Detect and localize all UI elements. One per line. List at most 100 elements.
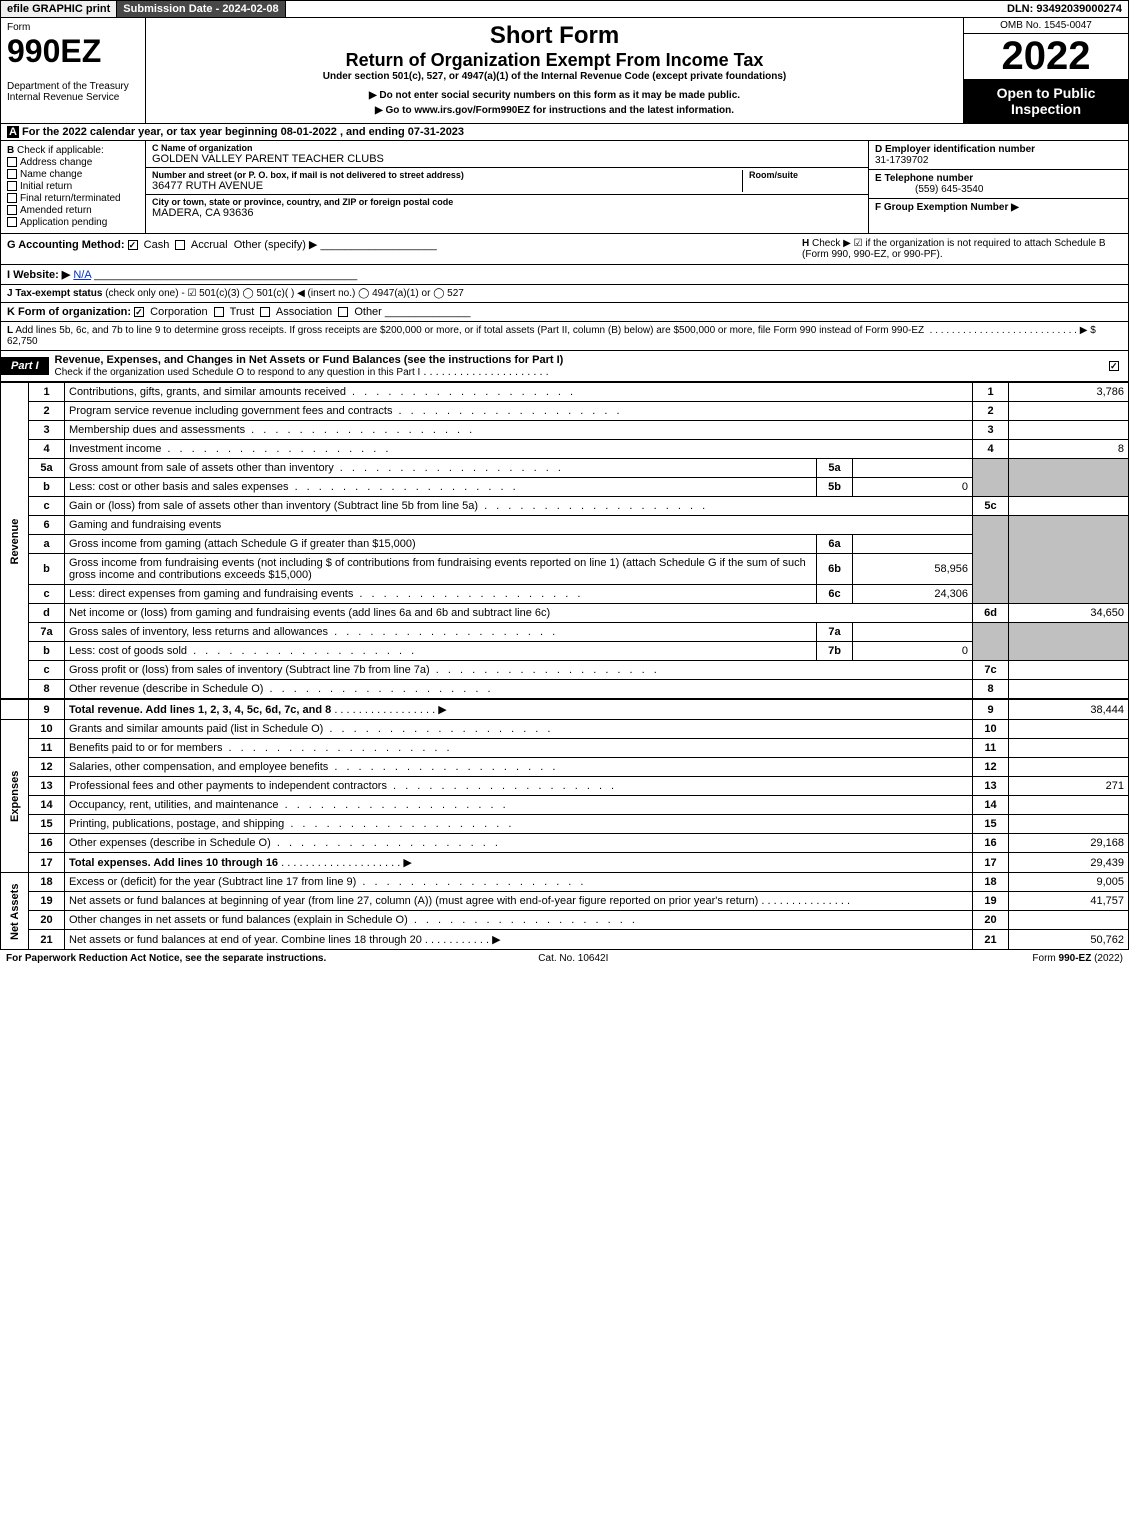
line-16-val: 29,168 — [1009, 834, 1129, 853]
line-6b-subval: 58,956 — [853, 554, 973, 585]
line-19-resid: 19 — [973, 892, 1009, 911]
line-13-desc: Professional fees and other payments to … — [69, 780, 617, 792]
line-7a-subid: 7a — [817, 623, 853, 642]
dln: DLN: 93492039000274 — [1001, 1, 1128, 17]
line-11-resid: 11 — [973, 739, 1009, 758]
opt-cash: Cash — [144, 239, 170, 251]
line-7a-subval — [853, 623, 973, 642]
website-value[interactable]: N/A — [73, 269, 91, 281]
submission-date: Submission Date - 2024-02-08 — [117, 1, 285, 17]
line-7c-desc: Gross profit or (loss) from sales of inv… — [69, 664, 660, 676]
line-8-desc: Other revenue (describe in Schedule O) — [69, 683, 494, 695]
line-7b-subval: 0 — [853, 642, 973, 661]
c-name-label: C Name of organization — [152, 143, 862, 153]
line-21-desc: Net assets or fund balances at end of ye… — [69, 934, 422, 946]
line-20-resid: 20 — [973, 911, 1009, 930]
checkbox-other-org[interactable] — [338, 307, 348, 317]
checkbox-application-pending[interactable] — [7, 217, 17, 227]
expenses-side-label: Expenses — [1, 720, 29, 873]
footer-cat-no: Cat. No. 10642I — [538, 953, 608, 964]
opt-final-return: Final return/terminated — [20, 193, 121, 204]
line-4-desc: Investment income — [69, 443, 391, 455]
checkbox-address-change[interactable] — [7, 157, 17, 167]
line-15-desc: Printing, publications, postage, and shi… — [69, 818, 514, 830]
form-label: Form — [7, 22, 30, 33]
goto-link[interactable]: Go to www.irs.gov/Form990EZ for instruct… — [152, 105, 957, 116]
line-4-val: 8 — [1009, 440, 1129, 459]
opt-initial-return: Initial return — [20, 181, 72, 192]
checkbox-final-return[interactable] — [7, 193, 17, 203]
f-label: F Group Exemption Number ▶ — [875, 202, 1019, 213]
line-2-val — [1009, 402, 1129, 421]
row-j: J Tax-exempt status (check only one) - ☑… — [0, 285, 1129, 303]
row-k: K Form of organization: Corporation Trus… — [0, 303, 1129, 322]
line-6c-subid: 6c — [817, 585, 853, 604]
form-header: Form 990EZ Department of the Treasury In… — [0, 18, 1129, 124]
line-15-val — [1009, 815, 1129, 834]
line-5b-subid: 5b — [817, 478, 853, 497]
line-5b-desc: Less: cost or other basis and sales expe… — [69, 481, 519, 493]
checkbox-association[interactable] — [260, 307, 270, 317]
line-2-resid: 2 — [973, 402, 1009, 421]
open-public-inspection: Open to Public Inspection — [964, 79, 1128, 123]
line-16-resid: 16 — [973, 834, 1009, 853]
checkbox-schedule-o[interactable] — [1109, 361, 1119, 371]
checkbox-trust[interactable] — [214, 307, 224, 317]
org-city: MADERA, CA 93636 — [152, 207, 862, 219]
header-left: Form 990EZ Department of the Treasury In… — [1, 18, 146, 123]
line-16-desc: Other expenses (describe in Schedule O) — [69, 837, 501, 849]
line-14-val — [1009, 796, 1129, 815]
g-label: G Accounting Method: — [7, 239, 125, 251]
line-7a-desc: Gross sales of inventory, less returns a… — [69, 626, 558, 638]
line-17-val: 29,439 — [1009, 853, 1129, 873]
line-10-desc: Grants and similar amounts paid (list in… — [69, 723, 553, 735]
line-14-desc: Occupancy, rent, utilities, and maintena… — [69, 799, 509, 811]
part1-subtitle: Check if the organization used Schedule … — [55, 367, 421, 378]
line-11-val — [1009, 739, 1129, 758]
opt-other-specify: Other (specify) ▶ — [234, 239, 318, 251]
line-10-val — [1009, 720, 1129, 739]
checkbox-initial-return[interactable] — [7, 181, 17, 191]
line-3-val — [1009, 421, 1129, 440]
line-8-val — [1009, 680, 1129, 700]
line-17-desc: Total expenses. Add lines 10 through 16 — [69, 857, 278, 869]
line-14-resid: 14 — [973, 796, 1009, 815]
checkbox-cash[interactable] — [128, 240, 138, 250]
opt-name-change: Name change — [20, 169, 82, 180]
line-18-val: 9,005 — [1009, 873, 1129, 892]
irs-label: Internal Revenue Service — [7, 92, 119, 103]
tax-year: 2022 — [964, 34, 1128, 79]
line-7b-desc: Less: cost of goods sold — [69, 645, 417, 657]
h-text: Check ▶ ☑ if the organization is not req… — [802, 238, 1106, 260]
line-12-val — [1009, 758, 1129, 777]
line-5c-desc: Gain or (loss) from sale of assets other… — [69, 500, 708, 512]
col-de: D Employer identification number 31-1739… — [868, 141, 1128, 233]
j-label: J Tax-exempt status — [7, 288, 102, 299]
line-6c-subval: 24,306 — [853, 585, 973, 604]
checkbox-corporation[interactable] — [134, 307, 144, 317]
col-c: C Name of organization GOLDEN VALLEY PAR… — [146, 141, 868, 233]
top-bar: efile GRAPHIC print Submission Date - 20… — [0, 0, 1129, 18]
checkbox-name-change[interactable] — [7, 169, 17, 179]
line-20-val — [1009, 911, 1129, 930]
line-9-resid: 9 — [973, 699, 1009, 720]
c-room-label: Room/suite — [749, 170, 862, 180]
j-text: (check only one) - ☑ 501(c)(3) ◯ 501(c)(… — [105, 288, 464, 299]
c-street-label: Number and street (or P. O. box, if mail… — [152, 170, 742, 180]
efile-label: efile GRAPHIC print — [1, 1, 117, 17]
line-6a-subval — [853, 535, 973, 554]
c-city-label: City or town, state or province, country… — [152, 197, 862, 207]
line-7c-resid: 7c — [973, 661, 1009, 680]
row-bcdef: B Check if applicable: Address change Na… — [0, 141, 1129, 234]
omb-number: OMB No. 1545-0047 — [964, 18, 1128, 34]
checkbox-accrual[interactable] — [175, 240, 185, 250]
line-8-resid: 8 — [973, 680, 1009, 700]
line-6d-desc: Net income or (loss) from gaming and fun… — [65, 604, 973, 623]
short-form-title: Short Form — [152, 22, 957, 50]
line-1-resid: 1 — [973, 383, 1009, 402]
line-6a-subid: 6a — [817, 535, 853, 554]
line-13-resid: 13 — [973, 777, 1009, 796]
header-right: OMB No. 1545-0047 2022 Open to Public In… — [963, 18, 1128, 123]
line-21-resid: 21 — [973, 930, 1009, 950]
checkbox-amended-return[interactable] — [7, 205, 17, 215]
